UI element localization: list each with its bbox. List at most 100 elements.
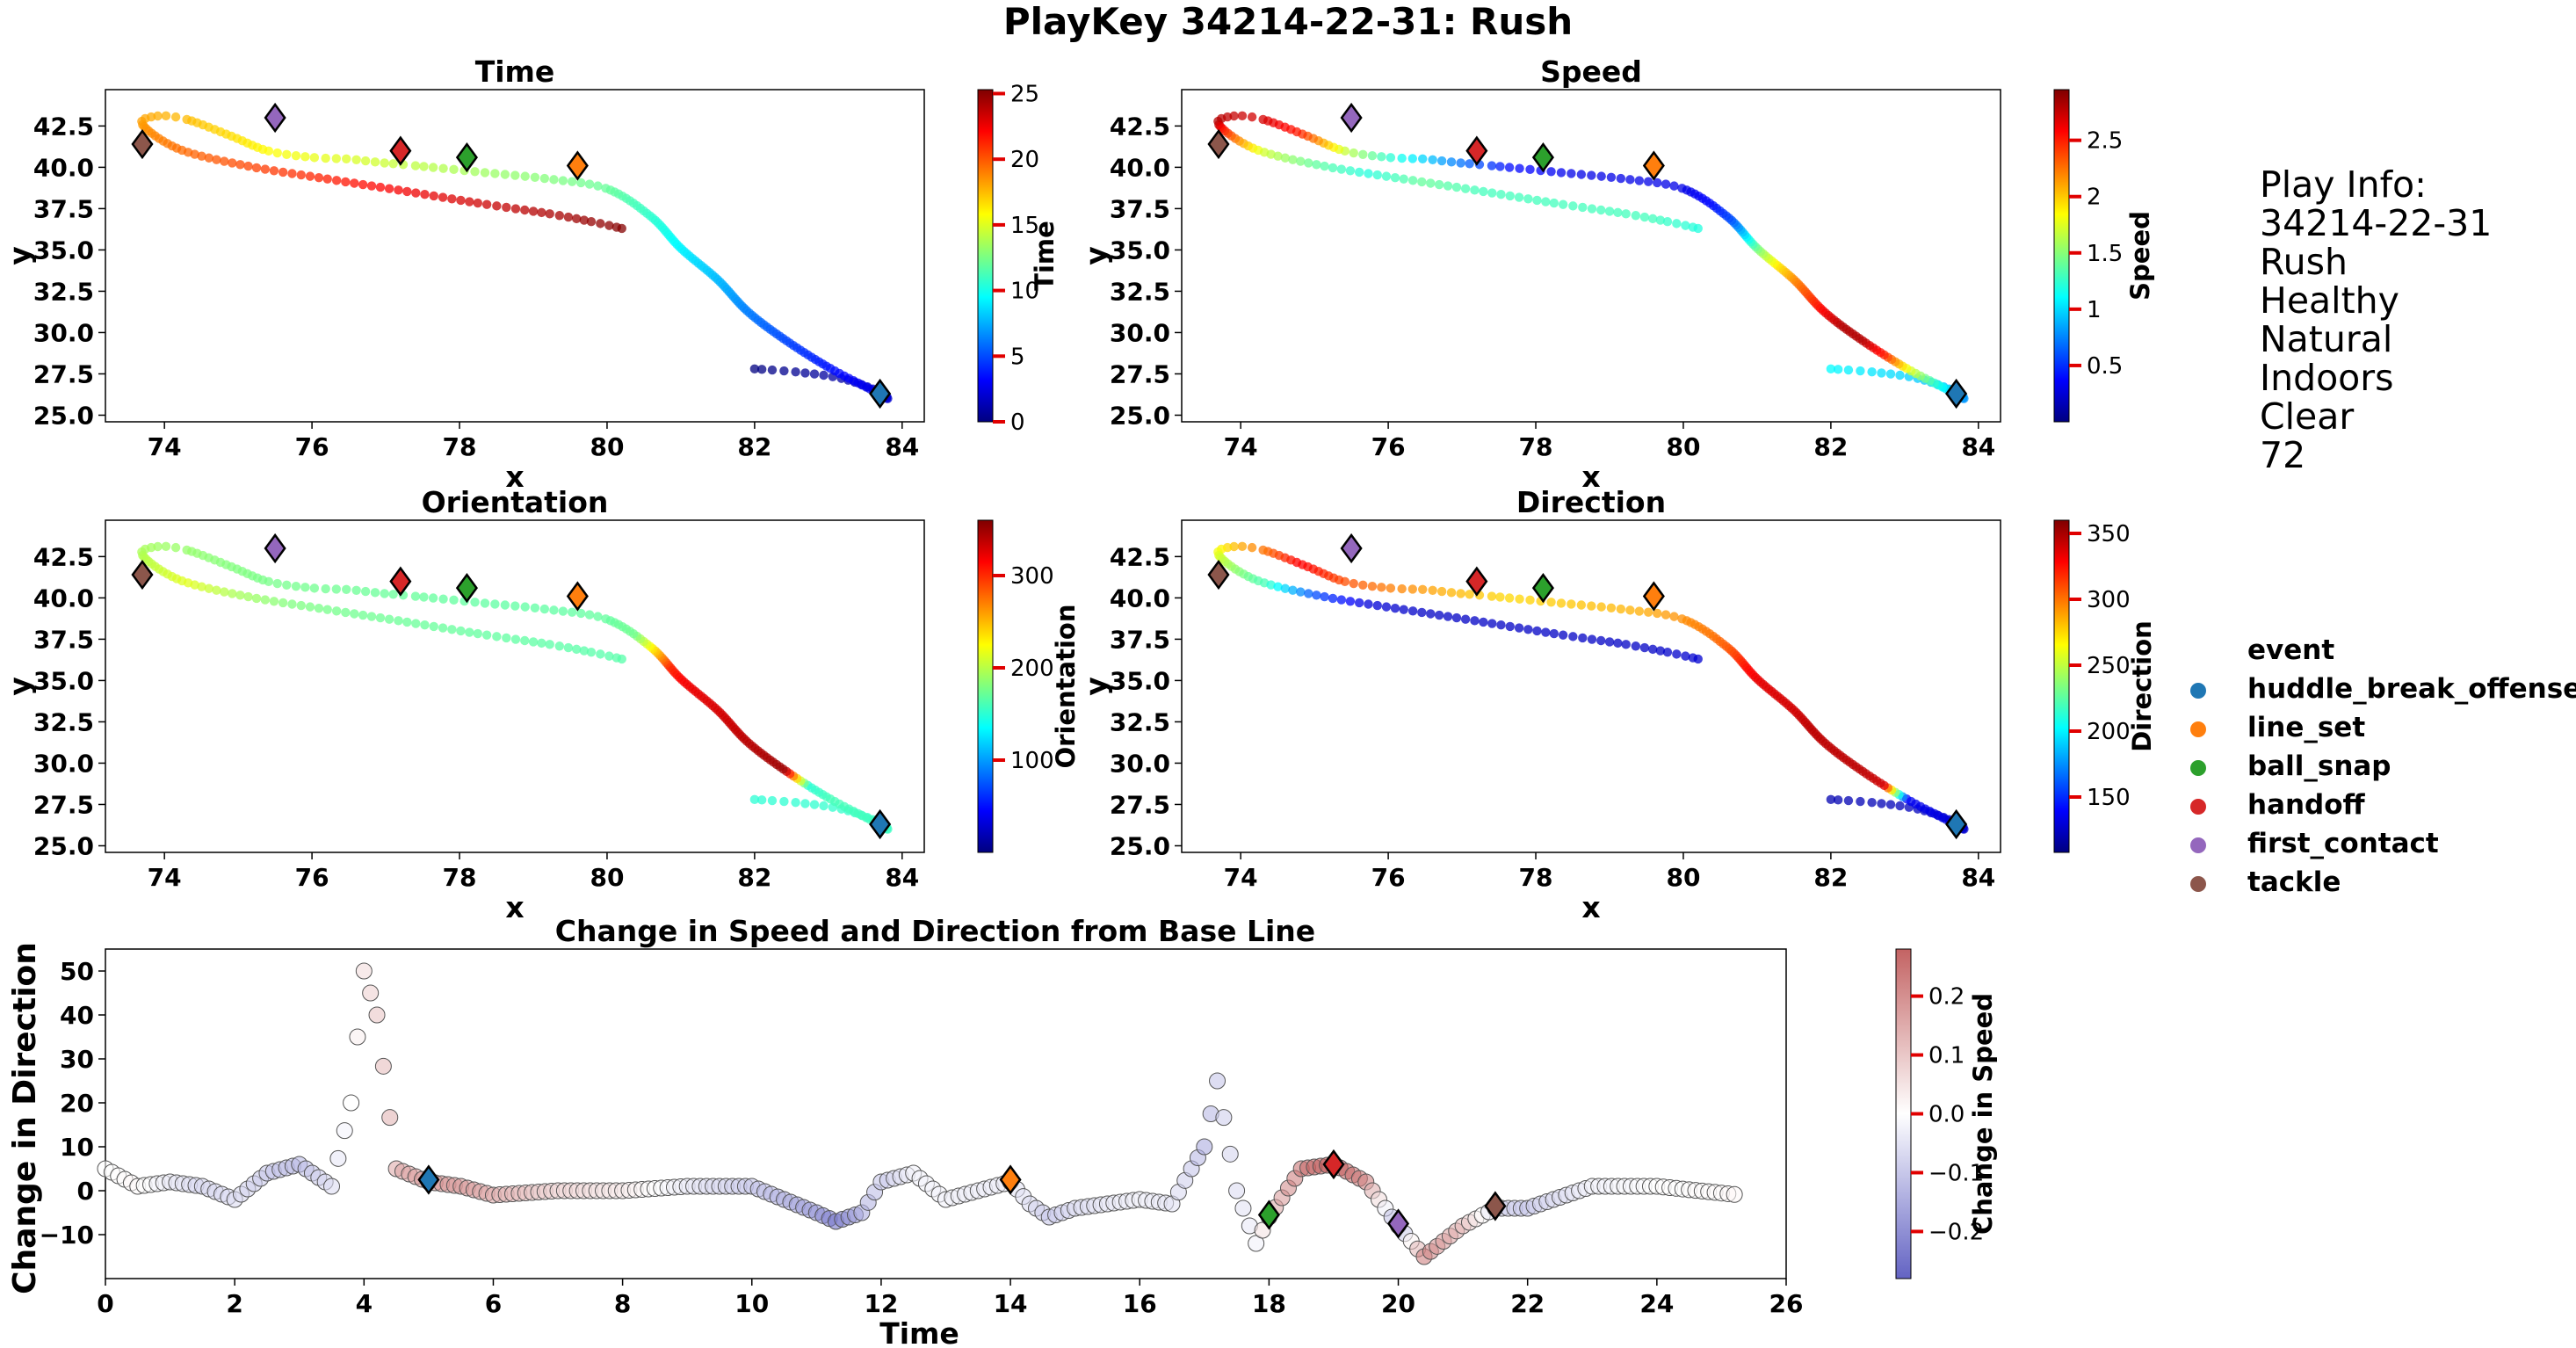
trajectory-point — [502, 633, 511, 643]
y-tick-label: 25.0 — [33, 831, 94, 860]
trajectory-point — [584, 610, 595, 620]
trajectory-point — [228, 158, 237, 168]
trajectory-point — [1456, 589, 1465, 598]
trajectory-point — [411, 619, 421, 628]
colorbar-tick-label: 2.5 — [2087, 128, 2123, 155]
trajectory-point — [282, 580, 292, 590]
trajectory-point — [1266, 149, 1276, 159]
trajectory-point — [243, 591, 253, 602]
y-tick-label: 27.5 — [33, 790, 94, 819]
trajectory-point — [228, 589, 237, 598]
panel-title: Speed — [1540, 54, 1642, 89]
trajectory-point — [1358, 149, 1368, 159]
trajectory-point — [1672, 219, 1682, 228]
trajectory-point — [1631, 641, 1640, 651]
y-tick-label: 35.0 — [1110, 666, 1170, 695]
x-tick-label: 10 — [734, 1289, 769, 1318]
trajectory-point — [1616, 173, 1626, 184]
trajectory-point — [341, 177, 351, 187]
trajectory-point — [1266, 580, 1276, 590]
trajectory-point — [1621, 640, 1631, 649]
trajectory-point — [1273, 582, 1283, 591]
x-tick-label: 78 — [443, 432, 477, 461]
play-info-line: 72 — [2260, 434, 2306, 476]
trajectory-point — [331, 606, 342, 616]
change-point — [1228, 1182, 1246, 1199]
legend-label: tackle — [2247, 866, 2341, 898]
trajectory-point — [1895, 801, 1905, 811]
x-tick-label: 74 — [1224, 863, 1258, 892]
trajectory-point — [1436, 586, 1447, 597]
trajectory-point — [528, 637, 539, 647]
trajectory-point — [1639, 212, 1650, 222]
trajectory-point — [1487, 591, 1497, 601]
y-tick-label: 27.5 — [1110, 359, 1170, 388]
trajectory-point — [520, 171, 530, 181]
colorbar: −0.2 −0.1 0.0 0.1 0.2 Change in Speed — [1895, 948, 1998, 1279]
trajectory-point — [1399, 174, 1408, 184]
trajectory-point — [1662, 217, 1673, 227]
colorbar-tick-label: 150 — [2087, 785, 2131, 811]
trajectory-point — [1446, 157, 1457, 167]
trajectory-point — [1428, 585, 1437, 595]
trajectory-point — [1576, 600, 1587, 610]
trajectory-point — [1407, 176, 1418, 185]
event-marker — [566, 581, 589, 612]
trajectory-point — [1247, 542, 1257, 553]
trajectory-point — [360, 586, 371, 597]
event-marker — [264, 102, 286, 134]
trajectory-point — [375, 612, 386, 623]
y-tick-label: 25.0 — [1110, 401, 1170, 430]
trajectory-point — [1587, 634, 1597, 644]
trajectory-point — [428, 593, 438, 603]
trajectory-point — [1576, 170, 1587, 179]
y-axis-label: y — [1079, 677, 1113, 696]
trajectory-point — [429, 621, 438, 632]
x-tick-label: 8 — [614, 1289, 631, 1318]
event-marker — [1945, 808, 1968, 840]
trajectory-point — [1604, 637, 1615, 647]
trajectory-point — [1525, 595, 1535, 605]
trajectory-point — [465, 627, 474, 637]
trajectory-point — [1549, 198, 1559, 208]
y-tick-label: 42.5 — [33, 112, 94, 141]
trajectory-point — [571, 214, 582, 224]
trajectory-point — [1247, 112, 1257, 122]
trajectory-point — [604, 221, 614, 230]
trajectory-point — [182, 545, 192, 555]
trajectory-point — [411, 188, 421, 198]
trajectory-point — [480, 168, 490, 178]
trajectory-point — [490, 599, 500, 609]
trajectory-point — [549, 175, 559, 185]
trajectory-point — [1349, 578, 1358, 589]
colorbar-tick-label: 1 — [2087, 297, 2102, 323]
trajectory-point — [170, 542, 181, 553]
trajectory-point — [1621, 209, 1631, 219]
trajectory-point — [510, 204, 521, 214]
trajectory-point — [586, 217, 597, 227]
trajectory-point — [291, 581, 301, 591]
colorbar-tick-label: 100 — [1010, 748, 1054, 774]
trajectory-point — [309, 583, 320, 593]
trajectory-point — [528, 207, 539, 216]
play-info-line: Natural — [2260, 318, 2393, 360]
trajectory-point — [1451, 182, 1462, 192]
trajectory-point — [1470, 185, 1480, 195]
trajectory-point — [1496, 190, 1506, 199]
x-tick-label: 78 — [1519, 863, 1553, 892]
x-tick-label: 84 — [885, 863, 919, 892]
x-tick-label: 80 — [590, 432, 624, 461]
trajectory-panel-speed: Speed 74 76 78 80 82 84 25.0 27.5 30.0 32.5 35.0 37.… — [1079, 54, 2155, 494]
trajectory-point — [394, 616, 403, 626]
trajectory-point — [1479, 186, 1488, 197]
trajectory-point — [1470, 616, 1480, 626]
trajectory-point — [449, 164, 459, 175]
trajectory-point — [1634, 606, 1645, 616]
trajectory-point — [1625, 605, 1635, 615]
trajectory-point — [1556, 168, 1567, 178]
trajectory-point — [350, 609, 359, 619]
x-tick-label: 84 — [1961, 432, 1995, 461]
trajectory-point — [429, 191, 438, 201]
trajectory-point — [1397, 153, 1407, 163]
